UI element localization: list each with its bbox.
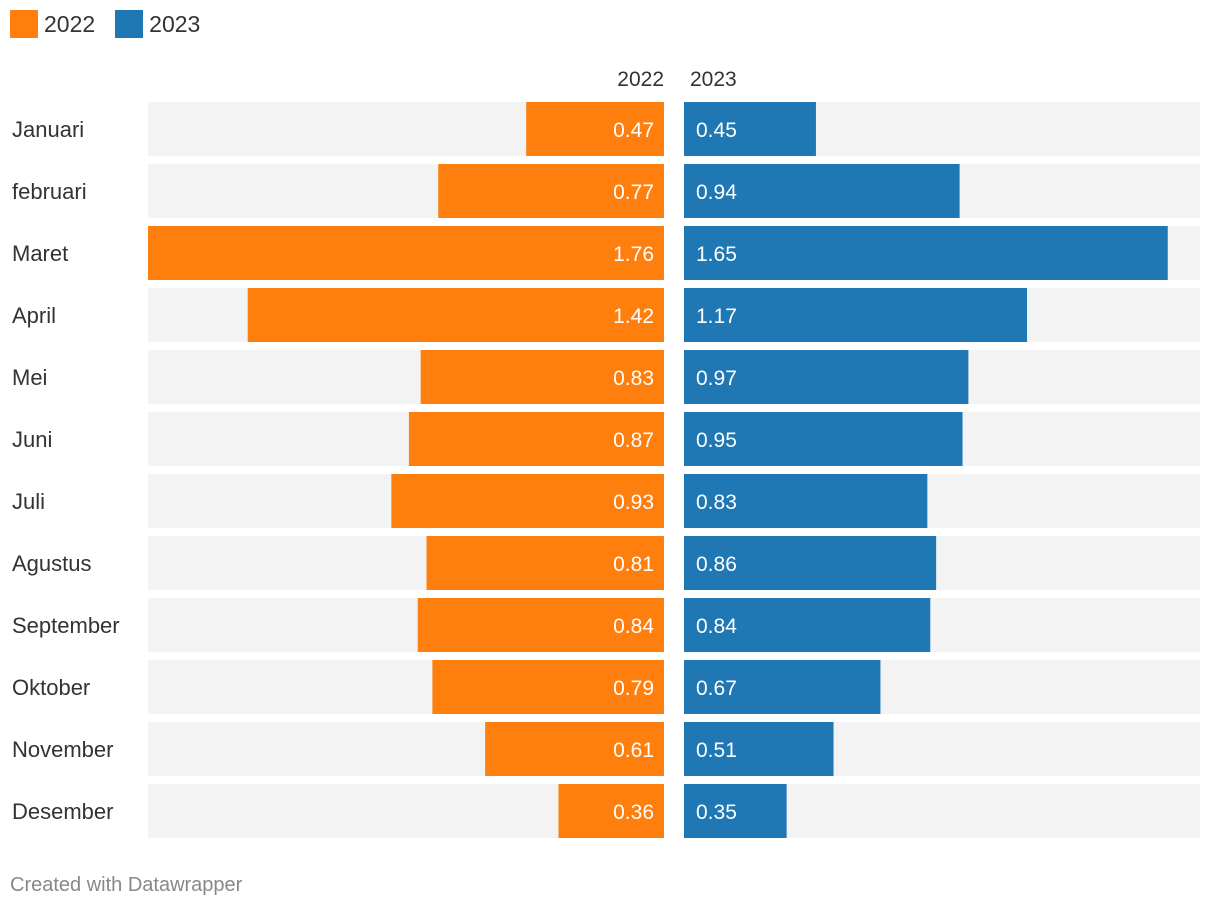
- category-label: Agustus: [12, 551, 92, 576]
- value-label-2023: 0.84: [696, 615, 737, 638]
- category-label: Mei: [12, 365, 47, 390]
- legend-swatch-2023: [115, 10, 144, 38]
- legend-item-2022: 2022: [10, 10, 95, 38]
- legend: 2022 2023: [10, 10, 220, 38]
- value-label-2023: 1.17: [696, 305, 737, 328]
- bar-2022: [408, 412, 664, 466]
- value-label-2022: 0.36: [613, 801, 654, 824]
- bar-2022: [558, 784, 664, 838]
- bar-2023: [684, 412, 963, 466]
- legend-label-2023: 2023: [149, 10, 201, 37]
- category-label: September: [12, 613, 120, 638]
- value-label-2023: 0.45: [696, 119, 737, 142]
- bar-2022: [391, 474, 664, 528]
- value-label-2022: 0.84: [613, 615, 654, 638]
- value-label-2022: 0.81: [613, 553, 654, 576]
- value-label-2023: 0.95: [696, 429, 737, 452]
- column-header-2022: 2022: [617, 68, 664, 91]
- value-label-2022: 0.87: [613, 429, 654, 452]
- bar-2023: [684, 598, 931, 652]
- value-label-2022: 0.83: [613, 367, 654, 390]
- category-label: Desember: [12, 799, 113, 824]
- category-label: februari: [12, 179, 87, 204]
- footer-credit: Created with Datawrapper: [10, 874, 243, 896]
- bar-2022: [417, 598, 664, 652]
- bar-2023: [684, 350, 969, 404]
- value-label-2022: 0.93: [613, 491, 654, 514]
- value-label-2022: 0.79: [613, 677, 654, 700]
- value-label-2023: 0.97: [696, 367, 737, 390]
- value-label-2023: 1.65: [696, 243, 737, 266]
- category-label: Januari: [12, 117, 84, 142]
- category-label: November: [12, 737, 113, 762]
- value-label-2023: 0.51: [696, 739, 737, 762]
- category-label: April: [12, 303, 56, 328]
- bar-2022: [485, 722, 664, 776]
- category-label: Oktober: [12, 675, 90, 700]
- value-label-2023: 0.94: [696, 181, 737, 204]
- value-label-2023: 0.86: [696, 553, 737, 576]
- bar-2023: [684, 660, 881, 714]
- value-label-2023: 0.35: [696, 801, 737, 824]
- value-label-2023: 0.67: [696, 677, 737, 700]
- bar-2023: [684, 784, 787, 838]
- value-label-2022: 0.77: [613, 181, 654, 204]
- bar-2022: [247, 288, 664, 342]
- bar-2023: [684, 536, 937, 590]
- column-header-2023: 2023: [690, 68, 737, 91]
- value-label-2023: 0.83: [696, 491, 737, 514]
- bar-2022: [438, 164, 664, 218]
- bar-2022: [526, 102, 664, 156]
- bar-2022: [420, 350, 664, 404]
- bar-2022: [148, 226, 664, 280]
- category-label: Maret: [12, 241, 68, 266]
- bar-2023: [684, 226, 1168, 280]
- bar-2022: [426, 536, 664, 590]
- bar-2023: [684, 102, 816, 156]
- bar-2023: [684, 474, 928, 528]
- category-label: Juni: [12, 427, 52, 452]
- chart-svg: 2022 2023 Januari 0.47 0.45 februari 0.77 0.94 M…: [12, 68, 1200, 838]
- value-label-2022: 0.47: [613, 119, 654, 142]
- legend-label-2022: 2022: [44, 10, 96, 37]
- bar-2023: [684, 288, 1028, 342]
- value-label-2022: 0.61: [613, 739, 654, 762]
- value-label-2022: 1.76: [613, 243, 654, 266]
- value-label-2022: 1.42: [613, 305, 654, 328]
- category-label: Juli: [12, 489, 45, 514]
- bar-2023: [684, 722, 834, 776]
- bar-2023: [684, 164, 960, 218]
- legend-swatch-2022: [10, 10, 38, 38]
- legend-item-2023: 2023: [115, 10, 200, 38]
- bar-2022: [432, 660, 664, 714]
